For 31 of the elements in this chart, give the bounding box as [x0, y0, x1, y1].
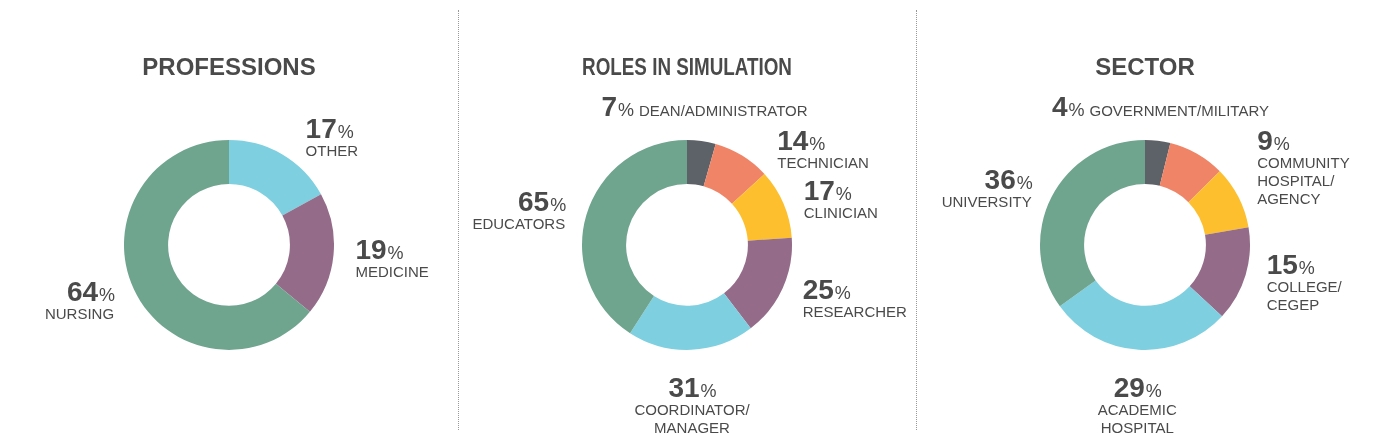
slice-label: TECHNICIAN: [777, 154, 869, 172]
data-label: 15%: [1266, 249, 1315, 281]
slice-label: COMMUNITY HOSPITAL/AGENCY: [1257, 153, 1350, 207]
data-label: 36%: [984, 164, 1033, 196]
data-label: 25%: [802, 274, 851, 306]
slice-label: MEDICINE: [355, 262, 429, 280]
slice-label: ACADEMIC HOSPITAL: [1097, 400, 1178, 435]
slice-label: GOVERNMENT/MILITARY: [1089, 101, 1269, 119]
slice-label: COORDINATOR/MANAGER: [634, 400, 751, 435]
slice-label: CLINICIAN: [803, 204, 878, 222]
slice-label: DEAN/ADMINISTRATOR: [638, 102, 808, 120]
chart-title: ROLES IN SIMULATION: [582, 52, 792, 81]
slice-label: EDUCATORS: [472, 215, 566, 233]
data-label: 17%: [305, 112, 354, 144]
chart-title: PROFESSIONS: [142, 53, 316, 81]
data-label: 29%: [1113, 371, 1162, 403]
data-label: 64%: [66, 275, 116, 307]
slice-label: COLLEGE/CEGEP: [1266, 278, 1343, 314]
data-label: 31%: [668, 371, 717, 403]
slice-label: NURSING: [44, 304, 115, 322]
data-label: 14%: [777, 125, 826, 157]
slice-label: RESEARCHER: [802, 303, 908, 321]
data-label: 9%: [1257, 124, 1290, 156]
data-label: 4%: [1051, 90, 1085, 122]
chart-title: SECTOR: [1095, 53, 1195, 81]
data-label: 65%: [518, 186, 567, 218]
slice-label: UNIVERSITY: [941, 193, 1032, 211]
data-label: 17%: [803, 175, 852, 207]
data-label: 19%: [355, 233, 404, 265]
data-label: 7%: [601, 91, 634, 123]
slice-label: OTHER: [305, 141, 359, 159]
